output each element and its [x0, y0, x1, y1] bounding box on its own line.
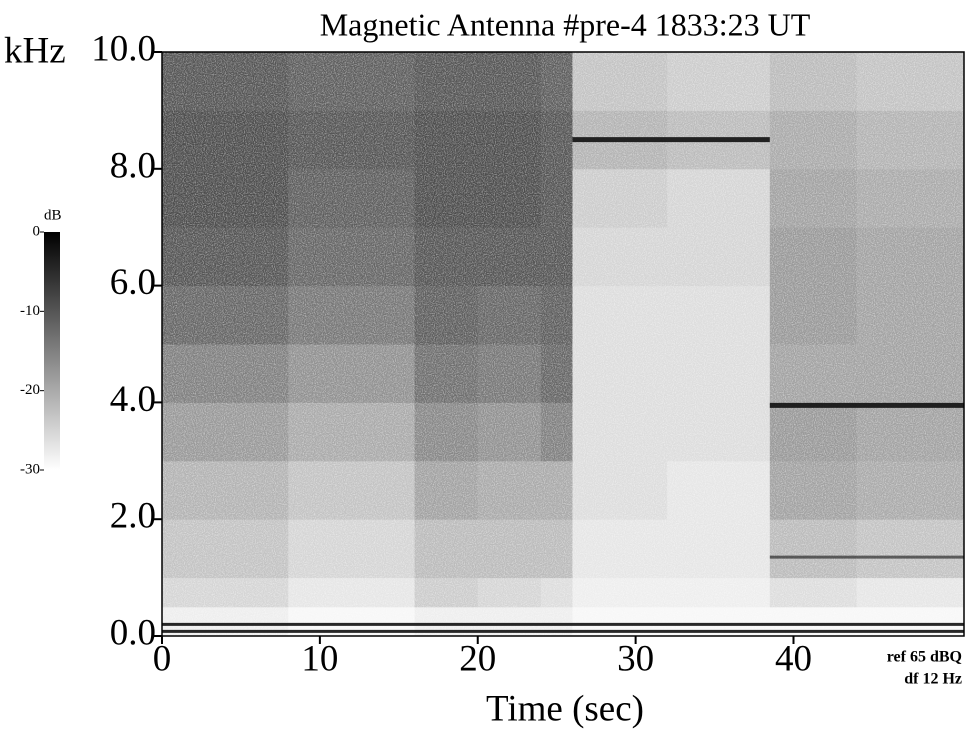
y-axis-label: kHz [4, 30, 66, 71]
y-tick-label: 6.0 [110, 262, 156, 303]
colorbar-label: dB [44, 207, 62, 223]
annotation: df 12 Hz [904, 671, 962, 688]
x-tick-label: 40 [775, 638, 812, 679]
x-axis-label: Time (sec) [486, 688, 644, 729]
colorbar [44, 232, 60, 470]
y-tick-label: 10.0 [91, 28, 156, 69]
texture [162, 52, 964, 636]
y-tick-label: 4.0 [110, 379, 156, 420]
y-tick-label: 8.0 [110, 145, 156, 186]
x-tick-label: 10 [301, 638, 338, 679]
colorbar-tick-label: -30 [20, 461, 40, 477]
chart-title: Magnetic Antenna #pre-4 1833:23 UT [320, 6, 811, 42]
features [162, 137, 964, 633]
plot-frame [161, 51, 965, 637]
colorbar-tick-label: -10 [20, 303, 40, 319]
x-tick-label: 30 [617, 638, 654, 679]
colorbar-tick-label: 0 [33, 223, 41, 239]
colorbar-tick-label: -20 [20, 382, 40, 398]
annotation: ref 65 dBQ [887, 649, 962, 666]
axes: 0.0 2.0 4.0 6.0 8.0 10.0 0 10 20 30 40 0 -10 -20 -30 [20, 28, 965, 679]
x-tick-label: 20 [459, 638, 496, 679]
y-tick-label: 2.0 [110, 496, 156, 537]
y-tick-label: 0.0 [110, 612, 156, 653]
x-tick-label: 0 [153, 638, 172, 679]
